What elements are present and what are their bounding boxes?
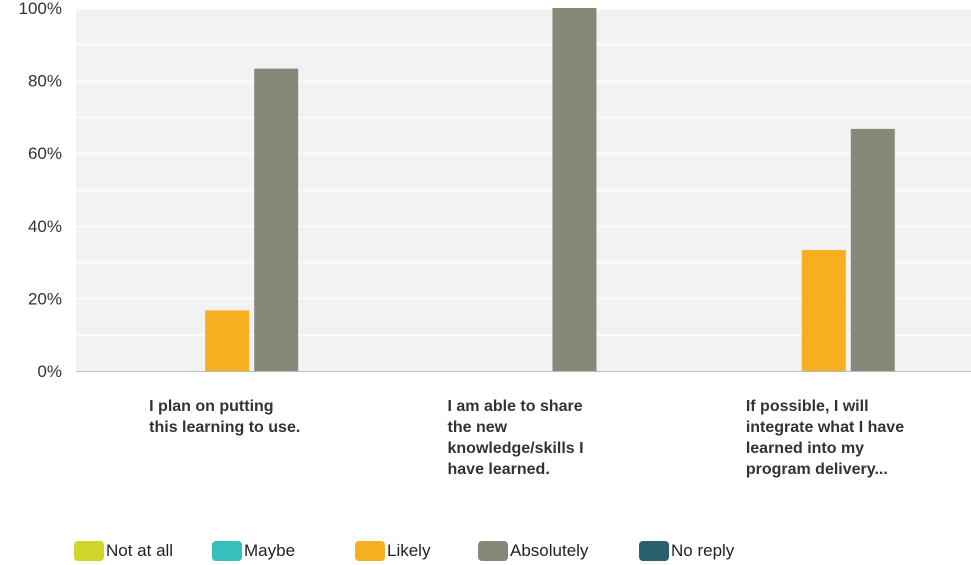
x-category-label-line: learned into my	[745, 440, 865, 457]
bar-absolutely	[552, 8, 597, 371]
legend-item: Absolutely	[478, 540, 588, 562]
bar-absolutely	[254, 68, 299, 371]
x-category-label-line: program delivery...	[745, 461, 888, 478]
y-tick-label: 80%	[28, 72, 62, 91]
legend-label: Absolutely	[510, 541, 589, 560]
y-tick-label: 40%	[28, 217, 62, 236]
bar-chart: 0% 20% 40% 60% 80% 100%	[19, 0, 971, 381]
legend-item: Likely	[355, 540, 430, 562]
x-category-label-line: integrate what I have	[745, 419, 905, 436]
bar-absolutely	[850, 128, 895, 371]
x-category-label-line: this learning to use.	[149, 419, 301, 436]
legend-swatch	[212, 541, 242, 561]
y-tick-label: 20%	[28, 289, 62, 308]
legend-swatch	[478, 541, 508, 561]
legend-label: No reply	[671, 541, 735, 560]
x-category-label: I plan on putting this learning to use.	[149, 396, 349, 438]
legend-item: No reply	[639, 540, 734, 562]
legend-label: Not at all	[106, 541, 174, 560]
x-category-label-line: the new	[447, 419, 508, 436]
x-category-label-line: I plan on putting	[149, 398, 274, 415]
legend-label: Maybe	[244, 541, 296, 560]
x-category-label: If possible, I will integrate what I have…	[746, 396, 946, 480]
legend-label: Likely	[387, 541, 431, 560]
legend: Not at all Maybe Likely Absolutely No reply	[0, 540, 971, 562]
x-category-label-line: I am able to share	[447, 398, 583, 415]
legend-swatch	[74, 541, 104, 561]
legend-item: Not at all	[74, 540, 173, 562]
bar-likely	[801, 250, 846, 371]
y-tick-label: 0%	[37, 362, 62, 381]
y-tick-label: 60%	[28, 144, 62, 163]
x-category-label-line: knowledge/skills I	[447, 440, 584, 457]
legend-item: Maybe	[212, 540, 295, 562]
y-axis-ticks: 0% 20% 40% 60% 80% 100%	[19, 0, 62, 381]
x-category-label-line: have learned.	[447, 461, 550, 478]
bar-likely	[205, 310, 250, 371]
gridlines	[76, 7, 971, 337]
x-category-label: I am able to share the new knowledge/skill…	[448, 396, 648, 480]
legend-swatch	[639, 541, 669, 561]
y-tick-label: 100%	[19, 0, 62, 18]
bars	[205, 8, 895, 371]
legend-swatch	[355, 541, 385, 561]
x-category-label-line: If possible, I will	[745, 398, 869, 415]
